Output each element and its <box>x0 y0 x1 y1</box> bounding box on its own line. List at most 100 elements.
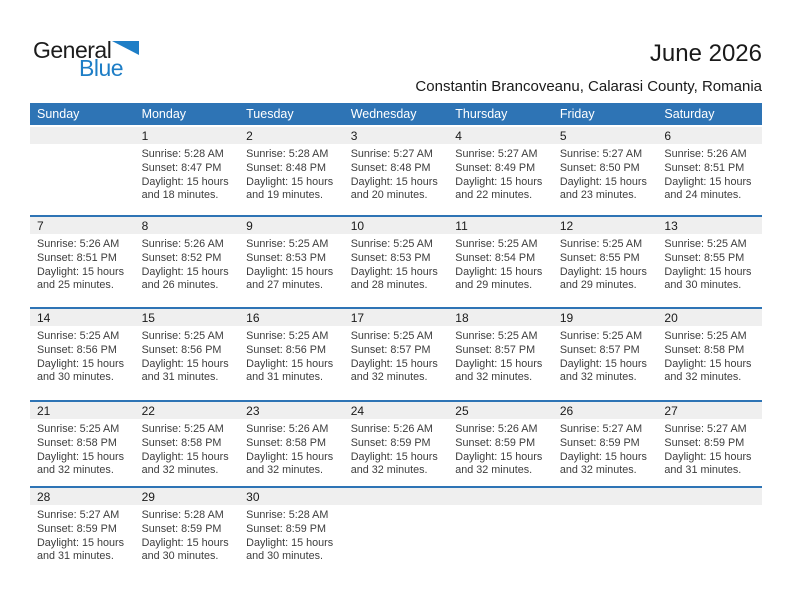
day-number: 6 <box>664 129 672 143</box>
sunrise-text: Sunrise: 5:25 AM <box>455 238 538 250</box>
day-number: 3 <box>350 129 358 143</box>
sunset-text: Sunset: 8:51 PM <box>37 251 117 264</box>
day-cell: 3 Sunrise: 5:27 AM Sunset: 8:48 PM Dayli… <box>344 127 449 203</box>
sunset-text: Sunset: 8:55 PM <box>664 251 745 264</box>
day-number: 5 <box>559 129 567 143</box>
day-cell: 24 Sunrise: 5:26 AM Sunset: 8:59 PM Dayl… <box>344 402 449 478</box>
daylight-text-line2: and 29 minutes. <box>559 279 637 292</box>
daylight-text-line2: and 26 minutes. <box>141 279 219 292</box>
daylight-text-line2: and 30 minutes. <box>37 371 114 384</box>
daylight-text-line2: and 18 minutes. <box>141 189 219 202</box>
day-cell: 8 Sunrise: 5:26 AM Sunset: 8:52 PM Dayli… <box>135 217 240 293</box>
daylight-text-line2: and 30 minutes. <box>246 550 323 563</box>
daylight-text-line1: Daylight: 15 hours <box>246 536 334 549</box>
sunrise-text: Sunrise: 5:26 AM <box>664 148 747 160</box>
day-number-band <box>30 488 762 505</box>
day-cell: 11 Sunrise: 5:25 AM Sunset: 8:54 PM Dayl… <box>448 217 553 293</box>
daylight-text-line2: and 31 minutes. <box>664 464 742 477</box>
daylight-text-line1: Daylight: 15 hours <box>350 265 438 278</box>
week-row: 28 Sunrise: 5:27 AM Sunset: 8:59 PM Dayl… <box>30 486 762 577</box>
sunset-text: Sunset: 8:53 PM <box>350 251 431 264</box>
day-number <box>351 489 445 505</box>
daylight-text-line2: and 30 minutes. <box>664 279 742 292</box>
sunrise-text: Sunrise: 5:26 AM <box>37 238 120 250</box>
daylight-text-line2: and 19 minutes. <box>246 189 323 202</box>
sunrise-text: Sunrise: 5:27 AM <box>559 148 643 160</box>
day-cell: 16 Sunrise: 5:25 AM Sunset: 8:56 PM Dayl… <box>239 309 344 385</box>
day-cell: 18 Sunrise: 5:25 AM Sunset: 8:57 PM Dayl… <box>448 309 553 385</box>
day-number: 12 <box>559 219 574 233</box>
sunset-text: Sunset: 8:54 PM <box>455 251 536 264</box>
sunset-text: Sunset: 8:59 PM <box>350 436 431 449</box>
sunset-text: Sunset: 8:53 PM <box>246 251 326 264</box>
sunrise-text: Sunrise: 5:26 AM <box>141 238 224 250</box>
day-number: 28 <box>37 490 51 504</box>
daylight-text-line1: Daylight: 15 hours <box>350 175 438 188</box>
day-cell: 15 Sunrise: 5:25 AM Sunset: 8:56 PM Dayl… <box>135 309 240 385</box>
week-row: 1 Sunrise: 5:28 AM Sunset: 8:47 PM Dayli… <box>30 127 762 215</box>
daylight-text-line2: and 32 minutes. <box>559 464 637 477</box>
daylight-text-line1: Daylight: 15 hours <box>141 265 229 278</box>
daylight-text-line2: and 32 minutes. <box>664 371 742 384</box>
sunrise-text: Sunrise: 5:25 AM <box>246 238 329 250</box>
day-number: 9 <box>246 219 253 233</box>
daylight-text-line2: and 29 minutes. <box>455 279 533 292</box>
daylight-text-line1: Daylight: 15 hours <box>141 450 229 463</box>
day-number-band <box>30 127 762 144</box>
sunset-text: Sunset: 8:58 PM <box>141 436 222 449</box>
daylight-text-line2: and 25 minutes. <box>37 279 114 292</box>
daylight-text-line2: and 32 minutes. <box>37 464 114 477</box>
sunrise-text: Sunrise: 5:25 AM <box>559 238 643 250</box>
sunset-text: Sunset: 8:59 PM <box>141 522 222 535</box>
daylight-text-line2: and 32 minutes. <box>246 464 323 477</box>
sunrise-text: Sunrise: 5:27 AM <box>664 423 747 435</box>
day-cell <box>344 488 449 509</box>
day-cell: 20 Sunrise: 5:25 AM Sunset: 8:58 PM Dayl… <box>657 309 762 385</box>
day-number-band <box>30 309 762 326</box>
day-cell: 30 Sunrise: 5:28 AM Sunset: 8:59 PM Dayl… <box>239 488 344 564</box>
day-cell: 7 Sunrise: 5:26 AM Sunset: 8:51 PM Dayli… <box>30 217 135 293</box>
logo-text-blue: Blue <box>79 55 124 81</box>
day-cell: 17 Sunrise: 5:25 AM Sunset: 8:57 PM Dayl… <box>344 309 449 385</box>
day-number: 13 <box>664 219 678 233</box>
daylight-text-line1: Daylight: 15 hours <box>559 265 647 278</box>
daylight-text-line1: Daylight: 15 hours <box>246 175 334 188</box>
dow-sunday: Sunday <box>37 107 80 121</box>
day-cell: 12 Sunrise: 5:25 AM Sunset: 8:55 PM Dayl… <box>553 217 658 293</box>
location-subtitle: Constantin Brancoveanu, Calarasi County,… <box>415 78 762 95</box>
day-cell: 14 Sunrise: 5:25 AM Sunset: 8:56 PM Dayl… <box>30 309 135 385</box>
day-cell <box>553 488 658 509</box>
daylight-text-line2: and 32 minutes. <box>559 371 637 384</box>
day-number: 25 <box>455 404 469 418</box>
daylight-text-line1: Daylight: 15 hours <box>246 357 334 370</box>
sunrise-text: Sunrise: 5:26 AM <box>455 423 538 435</box>
day-cell: 19 Sunrise: 5:25 AM Sunset: 8:57 PM Dayl… <box>553 309 658 385</box>
daylight-text-line2: and 32 minutes. <box>455 464 533 477</box>
daylight-text-line1: Daylight: 15 hours <box>350 357 438 370</box>
daylight-text-line1: Daylight: 15 hours <box>455 450 543 463</box>
sunset-text: Sunset: 8:59 PM <box>246 522 326 535</box>
day-number: 4 <box>455 129 462 143</box>
sunset-text: Sunset: 8:55 PM <box>559 251 640 264</box>
daylight-text-line1: Daylight: 15 hours <box>350 450 438 463</box>
sunrise-text: Sunrise: 5:25 AM <box>141 423 224 435</box>
day-cell: 1 Sunrise: 5:28 AM Sunset: 8:47 PM Dayli… <box>135 127 240 203</box>
day-cell: 10 Sunrise: 5:25 AM Sunset: 8:53 PM Dayl… <box>344 217 449 293</box>
sunrise-text: Sunrise: 5:25 AM <box>455 330 538 342</box>
day-cell: 5 Sunrise: 5:27 AM Sunset: 8:50 PM Dayli… <box>553 127 658 203</box>
sunrise-text: Sunrise: 5:25 AM <box>664 238 747 250</box>
day-cell: 13 Sunrise: 5:25 AM Sunset: 8:55 PM Dayl… <box>657 217 762 293</box>
day-cell: 25 Sunrise: 5:26 AM Sunset: 8:59 PM Dayl… <box>448 402 553 478</box>
sunset-text: Sunset: 8:57 PM <box>455 343 536 356</box>
daylight-text-line2: and 20 minutes. <box>350 189 428 202</box>
sunrise-text: Sunrise: 5:28 AM <box>141 148 224 160</box>
sunrise-text: Sunrise: 5:25 AM <box>37 423 120 435</box>
day-number-band <box>30 402 762 419</box>
sunset-text: Sunset: 8:49 PM <box>455 161 536 174</box>
day-cell: 6 Sunrise: 5:26 AM Sunset: 8:51 PM Dayli… <box>657 127 762 203</box>
daylight-text-line2: and 31 minutes. <box>141 371 219 384</box>
daylight-text-line1: Daylight: 15 hours <box>37 357 125 370</box>
daylight-text-line1: Daylight: 15 hours <box>455 357 543 370</box>
sunrise-text: Sunrise: 5:27 AM <box>37 509 120 521</box>
sunrise-text: Sunrise: 5:25 AM <box>246 330 329 342</box>
